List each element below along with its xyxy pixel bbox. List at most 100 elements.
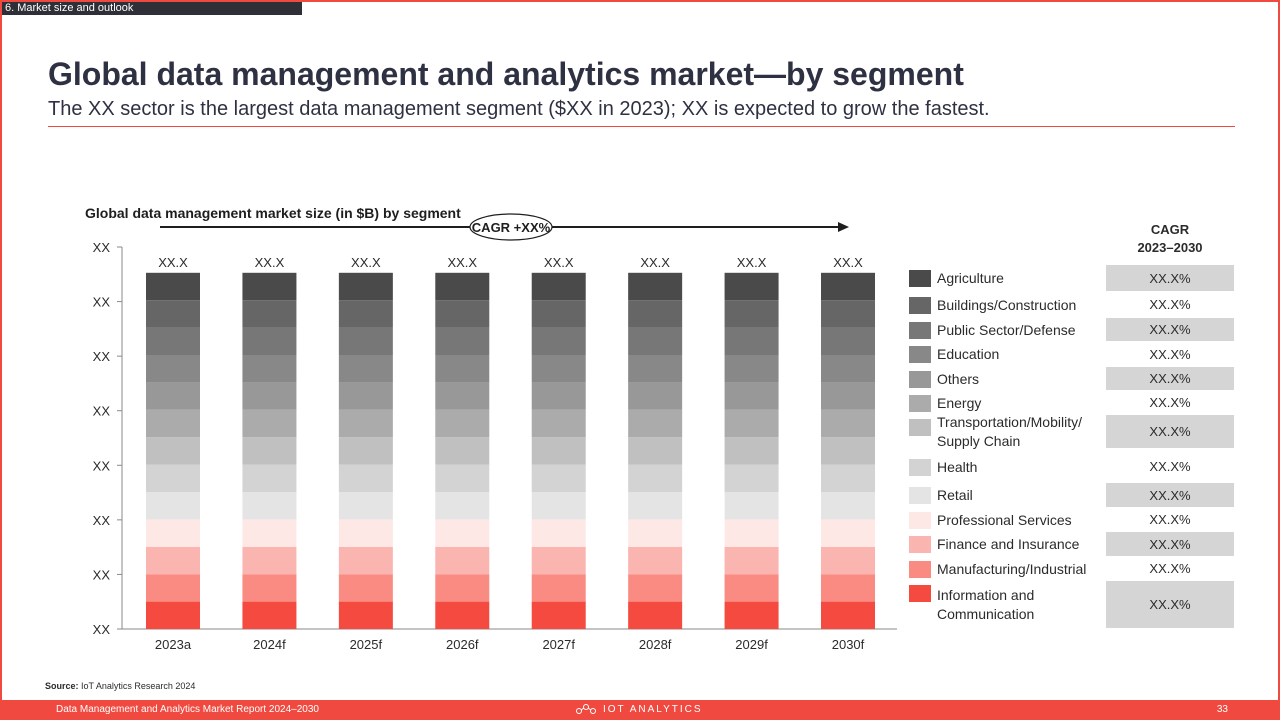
bar-segment xyxy=(531,272,586,301)
cagr-value: XX.X% xyxy=(1149,512,1191,527)
legend-swatch xyxy=(909,487,931,504)
y-tick-label: XX xyxy=(93,404,111,419)
bar-segment xyxy=(821,409,876,438)
bar-segment xyxy=(146,546,200,575)
legend-label-line: Professional Services xyxy=(937,511,1072,528)
cagr-header-line1: CAGR xyxy=(1150,222,1190,237)
bar-segment xyxy=(242,492,297,520)
bar-segment xyxy=(724,272,779,301)
bar-segment xyxy=(628,355,683,383)
legend-item: Professional Services xyxy=(909,508,1072,532)
bar-segment xyxy=(435,327,490,355)
bar-segment xyxy=(724,300,779,328)
bar-segment xyxy=(338,546,393,575)
cagr-value: XX.X% xyxy=(1106,581,1234,628)
bar-segment xyxy=(146,409,200,438)
bar-segment xyxy=(628,546,683,575)
bar-segment xyxy=(724,519,779,547)
title-divider xyxy=(48,126,1235,127)
cagr-value: XX.X% xyxy=(1106,483,1234,507)
cagr-bubble xyxy=(469,213,553,241)
x-tick-label: 2024f xyxy=(253,637,286,652)
bar-segment xyxy=(435,492,490,520)
x-tick-label: 2027f xyxy=(542,637,575,652)
y-tick-label: XX xyxy=(93,240,111,255)
bar-segment xyxy=(242,546,297,575)
legend-label: Health xyxy=(937,458,977,477)
bar-segment xyxy=(338,409,393,438)
x-tick-label: 2026f xyxy=(446,637,479,652)
source-label: Source: xyxy=(45,681,79,691)
bar-segment xyxy=(146,492,200,520)
bar-segment xyxy=(724,409,779,438)
legend-swatch xyxy=(909,296,931,314)
legend-label-line: Manufacturing/Industrial xyxy=(937,560,1087,577)
cagr-value: XX.X% xyxy=(1149,346,1191,362)
legend-swatch xyxy=(909,419,931,436)
cagr-header: CAGR 2023–2030 xyxy=(1106,221,1234,257)
legend-label: Retail xyxy=(937,486,973,505)
bar-segment xyxy=(628,492,683,520)
bar-segment xyxy=(338,464,393,492)
legend-label-line: Education xyxy=(937,346,1000,362)
bar-segment xyxy=(338,382,393,410)
bar-segment xyxy=(338,437,393,465)
bar-segment xyxy=(338,492,393,520)
bar-segment xyxy=(628,327,683,355)
chart-title: Global data management market size (in $… xyxy=(85,205,461,221)
bar-segment xyxy=(531,492,586,520)
bar-segment xyxy=(724,574,779,602)
legend-item: Information and Communication xyxy=(909,581,1034,629)
y-tick-label: XX xyxy=(93,349,111,364)
bar-segment xyxy=(435,409,490,438)
footer-bar: Data Management and Analytics Market Rep… xyxy=(0,700,1280,720)
cagr-value: XX.X% xyxy=(1106,367,1234,390)
bar-segment xyxy=(628,464,683,492)
y-tick-label: XX xyxy=(93,295,111,310)
bar-segment xyxy=(628,574,683,602)
bar-segment xyxy=(628,437,683,465)
legend-item: Buildings/Construction xyxy=(909,292,1076,318)
bar-segment xyxy=(531,300,586,328)
bar-segment xyxy=(628,272,683,301)
bar-segment xyxy=(531,355,586,383)
legend-swatch xyxy=(909,394,931,412)
bar-segment xyxy=(531,601,586,629)
x-tick-label: 2023a xyxy=(155,637,192,652)
legend-swatch xyxy=(909,458,931,476)
cagr-annotation: CAGR +XX% xyxy=(472,220,551,235)
legend-item: Manufacturing/Industrial xyxy=(909,557,1086,581)
bar-segment xyxy=(242,601,297,629)
page-subtitle: The XX sector is the largest data manage… xyxy=(48,98,990,120)
bar-segment xyxy=(242,382,297,410)
legend-label-line: Information and xyxy=(937,587,1035,603)
bar-segment xyxy=(242,574,297,602)
cagr-value: XX.X% xyxy=(1106,532,1234,556)
bar-segment xyxy=(242,327,297,355)
bar-segment xyxy=(435,300,490,328)
legend-swatch xyxy=(909,370,931,388)
cagr-value: XX.X% xyxy=(1106,265,1234,291)
bar-segment xyxy=(338,355,393,383)
legend-label: Transportation/Mobility/Supply Chain xyxy=(937,413,1082,451)
legend-label-line: Finance and Insurance xyxy=(937,536,1080,552)
bar-segment xyxy=(435,464,490,492)
bar-segment xyxy=(531,382,586,410)
legend-label-line: Retail xyxy=(937,487,973,503)
bar-segment xyxy=(531,437,586,465)
cagr-value: XX.X% xyxy=(1149,459,1191,474)
bar-segment xyxy=(338,327,393,355)
bar-segment xyxy=(146,300,200,328)
legend-swatch xyxy=(909,270,931,287)
bar-segment xyxy=(821,492,876,520)
legend-label-line: Health xyxy=(937,458,978,475)
bar-segment xyxy=(531,519,586,547)
legend-label-line: Energy xyxy=(937,394,982,411)
bar-segment xyxy=(338,601,393,629)
bar-segment xyxy=(821,519,876,547)
bar-segment xyxy=(338,519,393,547)
legend-swatch xyxy=(909,560,931,578)
legend-item: Agriculture xyxy=(909,265,1004,292)
legend-item: Retail xyxy=(909,483,973,508)
bar-segment xyxy=(821,327,876,355)
